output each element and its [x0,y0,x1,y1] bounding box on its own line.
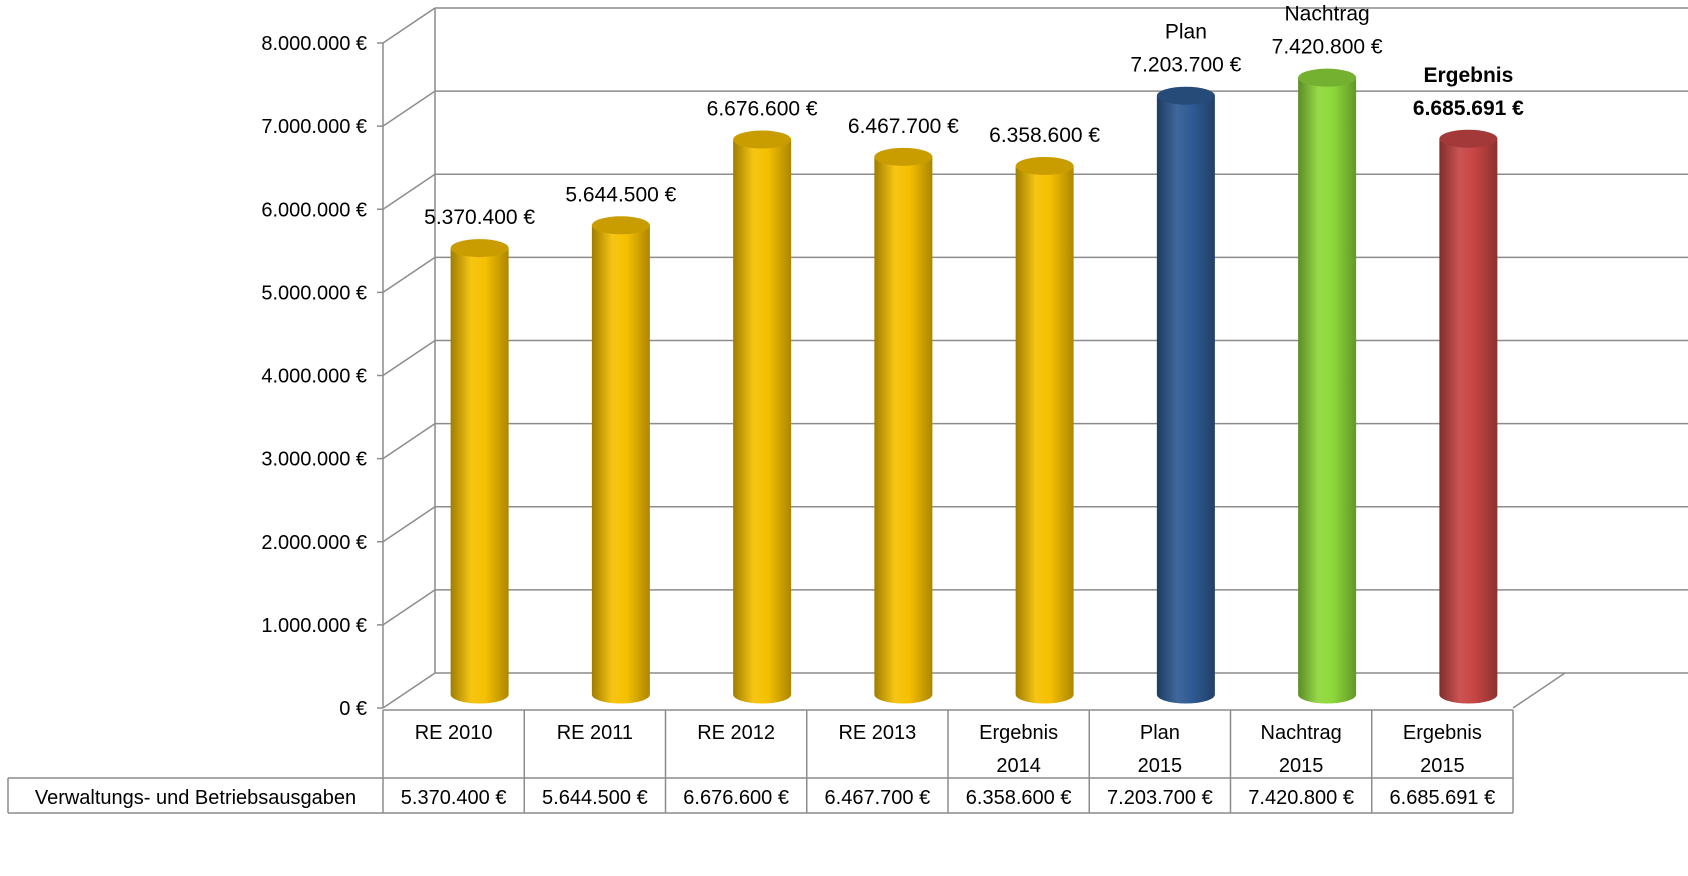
side-gridline [382,423,436,460]
data-label-line: 7.420.800 € [1272,36,1383,59]
x-category-label: 2014 [996,755,1041,777]
y-tick-label: 8.000.000 € [261,33,367,55]
bar [874,147,933,704]
bar-body [874,156,933,704]
data-label-line: 7.203.700 € [1130,54,1241,77]
y-axis: 0 € 1.000.000 € 2.000.000 € 3.000.000 € 4.00… [261,8,1566,720]
y-tick-label: 2.000.000 € [261,532,367,554]
x-category-label: Nachtrag [1261,722,1342,744]
table-cell: 5.370.400 € [401,787,507,809]
data-label-line: Plan [1165,21,1207,44]
table-cell: 7.420.800 € [1248,787,1354,809]
x-category-label: Ergebnis [1403,722,1482,744]
y-tick-label: 1.000.000 € [261,615,367,637]
table-cell: 5.644.500 € [542,787,648,809]
table-row-label: Verwaltungs- und Betriebsausgaben [35,787,356,809]
x-category-label: RE 2013 [838,722,916,744]
y-tick-label: 3.000.000 € [261,449,367,471]
bar [1439,129,1498,704]
y-tick-label: 6.000.000 € [261,199,367,221]
side-gridline [382,173,436,210]
side-gridline [382,506,436,543]
y-tick-label: 5.000.000 € [261,282,367,304]
bar-top [591,216,650,235]
data-label: 5.644.500 € [565,183,676,206]
side-gridline [382,7,436,44]
table-cell: 6.676.600 € [683,787,789,809]
data-label: Ergebnis 6.685.691 € [1413,64,1524,120]
bar-top [1298,68,1357,87]
bar-body [1298,77,1357,704]
x-category-label: RE 2011 [557,722,633,744]
table-cell: 6.358.600 € [966,787,1072,809]
data-label-line: 6.685.691 € [1413,97,1524,120]
bar-body [1015,165,1074,704]
y-tick-label: 4.000.000 € [261,366,367,388]
side-gridline [382,672,436,709]
data-label-line: 5.370.400 € [424,206,535,229]
x-category-label: RE 2012 [697,722,775,744]
data-label: 6.358.600 € [989,124,1100,147]
bar-top [874,147,933,166]
bar-top [733,130,792,149]
bar-body [733,139,792,704]
table-cell: 6.685.691 € [1390,787,1496,809]
data-label: 6.467.700 € [848,115,959,138]
bar-body [591,225,650,704]
side-gridline [382,256,436,293]
y-tick-label: 7.000.000 € [261,116,367,138]
bar [450,239,509,704]
bar [1015,156,1074,704]
data-label: Nachtrag 7.420.800 € [1272,3,1383,59]
bar [733,130,792,704]
x-category-label: 2015 [1420,755,1465,777]
data-labels: 5.370.400 € 5.644.500 € 6.676.600 € 6.467.7… [424,3,1524,229]
data-label: Plan 7.203.700 € [1130,21,1241,77]
data-table: RE 2010 RE 2011 RE 2012 RE 2013 Ergebnis 2014… [7,709,1514,814]
bar-top [1439,129,1498,148]
x-category-label: 2015 [1138,755,1183,777]
bar [1298,68,1357,704]
data-label-line: Ergebnis [1423,64,1513,87]
bar-top [450,239,509,258]
bar [1156,86,1215,704]
table-cell: 7.203.700 € [1107,787,1213,809]
side-gridline [382,339,436,377]
x-category-label: 2015 [1279,755,1324,777]
x-category-label: Ergebnis [979,722,1058,744]
x-category-label: RE 2010 [415,722,493,744]
data-label-line: Nachtrag [1285,3,1370,26]
bars [450,68,1498,704]
data-label: 5.370.400 € [424,206,535,229]
bar-body [1439,138,1498,704]
side-gridline [382,90,436,127]
floor-edge [1512,672,1566,709]
x-category-label: Plan [1140,722,1180,744]
data-label-line: 6.676.600 € [707,98,818,121]
data-label: 6.676.600 € [707,98,818,121]
data-label-line: 6.467.700 € [848,115,959,138]
bar-body [1156,95,1215,704]
bar-body [450,248,509,704]
data-label-line: 5.644.500 € [565,183,676,206]
y-tick-label: 0 € [339,698,367,720]
bar-top [1156,86,1215,105]
side-gridline [382,589,436,626]
table-cell: 6.467.700 € [825,787,931,809]
data-label-line: 6.358.600 € [989,124,1100,147]
bar [591,216,650,704]
bar-top [1015,156,1074,175]
